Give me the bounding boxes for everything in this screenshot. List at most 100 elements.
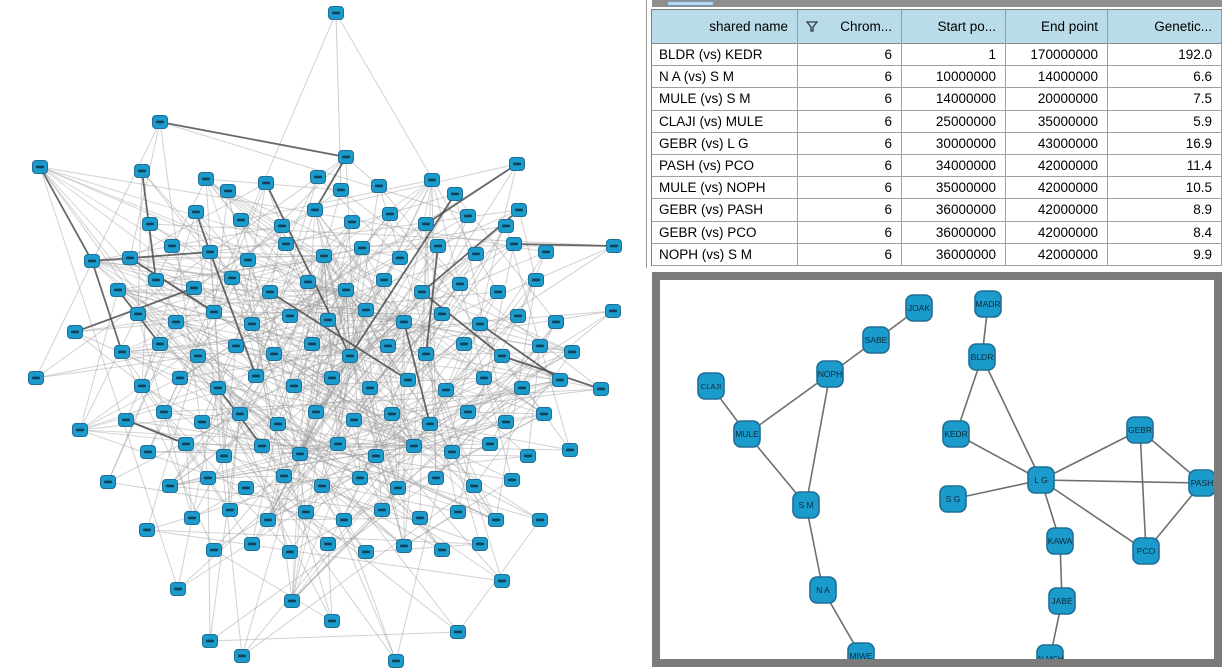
network-node[interactable] [142,217,158,231]
cell-value[interactable]: 43000000 [1006,132,1108,155]
network-node[interactable] [172,371,188,385]
network-node[interactable] [324,614,340,628]
network-node[interactable] [390,481,406,495]
cell-value[interactable]: 6 [798,44,902,67]
network-node[interactable] [342,349,358,363]
network-node[interactable] [382,207,398,221]
cell-value[interactable]: 1 [902,44,1006,67]
network-node[interactable] [244,317,260,331]
network-node[interactable] [114,345,130,359]
network-node[interactable] [514,381,530,395]
network-node[interactable] [352,471,368,485]
cell-value[interactable]: 30000000 [902,132,1006,155]
network-node-kawa[interactable]: KAWA [1046,527,1074,555]
network-node[interactable] [438,383,454,397]
network-node[interactable] [220,184,236,198]
network-node[interactable] [188,205,204,219]
network-node[interactable] [472,537,488,551]
network-node[interactable] [466,479,482,493]
network-node-miwe[interactable]: MIWE [847,642,875,669]
network-node[interactable] [168,315,184,329]
table-row[interactable]: PASH (vs) PCO 6 34000000 42000000 11.4 [652,154,1222,178]
network-node[interactable] [282,545,298,559]
network-node[interactable] [28,371,44,385]
network-node[interactable] [434,307,450,321]
network-node[interactable] [456,337,472,351]
network-node[interactable] [260,513,276,527]
network-node[interactable] [374,503,390,517]
network-node[interactable] [186,281,202,295]
network-node[interactable] [460,405,476,419]
cell-value[interactable]: 6.6 [1108,66,1222,89]
network-node[interactable] [504,473,520,487]
network-node-l-g[interactable]: L G [1027,466,1055,494]
cell-value[interactable]: 36000000 [902,199,1006,222]
table-row[interactable]: GEBR (vs) PCO 6 36000000 42000000 8.4 [652,221,1222,244]
cell-value[interactable]: 42000000 [1006,221,1108,244]
network-node[interactable] [139,523,155,537]
network-node[interactable] [593,382,609,396]
network-node-s-g[interactable]: S G [939,485,967,513]
network-node-n-a[interactable]: N A [809,576,837,604]
table-row[interactable]: CLAJI (vs) MULE 6 25000000 35000000 5.9 [652,110,1222,133]
cell-value[interactable]: 42000000 [1006,243,1108,266]
cell-value[interactable]: 6 [798,132,902,155]
network-node[interactable] [162,479,178,493]
cell-value[interactable]: 7.5 [1108,88,1222,111]
scrollbar-thumb[interactable] [667,1,714,6]
network-node[interactable] [447,187,463,201]
network-node[interactable] [316,249,332,263]
cell-value[interactable]: 6 [798,199,902,222]
network-node[interactable] [240,253,256,267]
network-node[interactable] [152,115,168,129]
table-row[interactable]: MULE (vs) S M 6 14000000 20000000 7.5 [652,88,1222,111]
network-node[interactable] [190,349,206,363]
cell-shared-name[interactable]: MULE (vs) NOPH [652,177,798,200]
network-node[interactable] [450,625,466,639]
network-node-s-m[interactable]: S M [792,491,820,519]
column-header-shared-name[interactable]: shared name [652,10,798,44]
network-node-gebr[interactable]: GEBR [1126,416,1154,444]
network-node[interactable] [110,283,126,297]
cell-value[interactable]: 34000000 [902,154,1006,178]
cell-shared-name[interactable]: NOPH (vs) S M [652,243,798,266]
network-node[interactable] [258,176,274,190]
network-node[interactable] [228,339,244,353]
network-node[interactable] [194,415,210,429]
cell-value[interactable]: 6 [798,177,902,200]
table-row[interactable]: GEBR (vs) PASH 6 36000000 42000000 8.9 [652,199,1222,222]
network-node-almch[interactable]: ALMCH [1036,644,1064,669]
network-node[interactable] [270,417,286,431]
network-node[interactable] [605,304,621,318]
network-node[interactable] [333,183,349,197]
network-node[interactable] [298,505,314,519]
cell-value[interactable]: 170000000 [1006,44,1108,67]
network-node[interactable] [320,537,336,551]
cell-shared-name[interactable]: GEBR (vs) PASH [652,199,798,222]
network-node[interactable] [32,160,48,174]
network-node[interactable] [202,245,218,259]
network-node[interactable] [338,283,354,297]
network-node[interactable] [434,543,450,557]
network-node[interactable] [282,309,298,323]
network-node[interactable] [338,150,354,164]
network-node[interactable] [134,164,150,178]
network-node[interactable] [520,449,536,463]
network-node[interactable] [498,219,514,233]
network-node[interactable] [452,277,468,291]
network-node[interactable] [156,405,172,419]
cell-value[interactable]: 6 [798,154,902,178]
network-node[interactable] [460,209,476,223]
network-node[interactable] [233,213,249,227]
network-node[interactable] [606,239,622,253]
network-node[interactable] [376,273,392,287]
network-node[interactable] [358,303,374,317]
cell-value[interactable]: 20000000 [1006,88,1108,111]
network-node-kedr[interactable]: KEDR [942,420,970,448]
network-node[interactable] [307,203,323,217]
network-node[interactable] [532,513,548,527]
network-node[interactable] [396,315,412,329]
network-node[interactable] [392,251,408,265]
main-network-canvas[interactable] [0,0,652,669]
network-node[interactable] [548,315,564,329]
